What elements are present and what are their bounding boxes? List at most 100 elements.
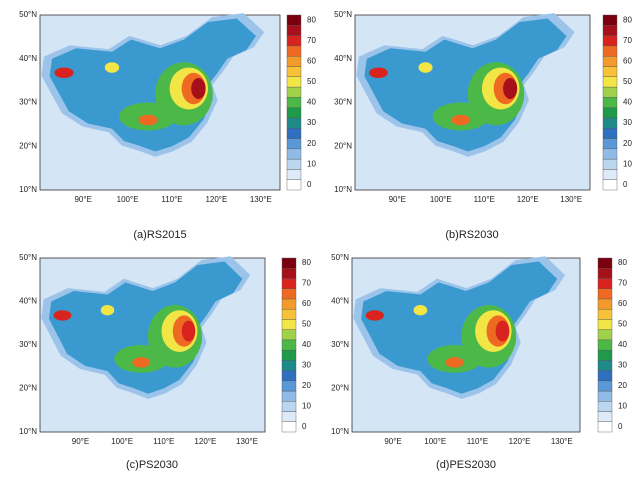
colorbar-swatch — [602, 55, 618, 67]
colorbar-swatch — [286, 179, 302, 191]
lat-label: 10°N — [334, 185, 352, 194]
colorbar-swatch — [281, 268, 297, 279]
colorbar-label: 80 — [618, 258, 627, 267]
colorbar-swatch — [597, 390, 613, 402]
lon-label: 110°E — [153, 437, 174, 446]
colorbar-swatch — [281, 319, 297, 330]
colorbar-label: 30 — [618, 361, 627, 370]
colorbar-swatch — [597, 268, 613, 279]
colorbar-swatch — [597, 308, 613, 320]
map-panel — [39, 13, 302, 191]
lon-label: 120°E — [509, 437, 531, 446]
colorbar-swatch — [602, 35, 618, 47]
map-field — [181, 320, 196, 342]
map-field — [138, 114, 158, 126]
lon-label: 100°E — [430, 195, 452, 204]
colorbar-swatch — [281, 339, 297, 351]
colorbar-label: 20 — [618, 381, 627, 390]
colorbar-swatch — [286, 25, 302, 36]
lon-label: 90°E — [384, 437, 401, 446]
colorbar-swatch — [281, 421, 297, 433]
colorbar-label: 10 — [623, 159, 632, 168]
lon-label: 90°E — [389, 195, 406, 204]
lat-label: 40°N — [19, 54, 37, 63]
colorbar-swatch — [602, 107, 618, 119]
colorbar-swatch — [597, 339, 613, 351]
map-field — [495, 320, 510, 342]
lon-label: 110°E — [467, 437, 488, 446]
colorbar-swatch — [281, 401, 297, 412]
map-field — [100, 304, 115, 316]
colorbar-swatch — [602, 14, 618, 26]
colorbar-label: 60 — [623, 56, 632, 65]
colorbar-label: 60 — [307, 56, 316, 65]
lon-label: 90°E — [72, 437, 89, 446]
map-field — [413, 304, 428, 316]
colorbar-swatch — [602, 128, 618, 139]
colorbar-swatch — [281, 308, 297, 320]
colorbar-swatch — [286, 86, 302, 98]
colorbar-swatch — [597, 319, 613, 330]
map-field — [132, 357, 151, 368]
colorbar-swatch — [286, 14, 302, 26]
lat-label: 20°N — [19, 384, 37, 393]
lon-label: 110°E — [474, 195, 495, 204]
colorbar-swatch — [286, 35, 302, 47]
lat-label: 10°N — [19, 427, 37, 436]
colorbar-swatch — [597, 370, 613, 382]
colorbar-swatch — [597, 349, 613, 361]
colorbar-swatch — [281, 360, 297, 371]
colorbar-swatch — [597, 278, 613, 289]
colorbar-label: 60 — [618, 299, 627, 308]
colorbar-label: 40 — [302, 340, 311, 349]
colorbar-swatch — [281, 298, 297, 310]
colorbar-swatch — [597, 288, 613, 300]
panel-caption: (a)RS2015 — [133, 229, 186, 241]
lon-label: 100°E — [111, 437, 133, 446]
lat-label: 20°N — [331, 384, 349, 393]
colorbar-swatch — [286, 148, 302, 160]
lat-label: 20°N — [19, 141, 37, 150]
colorbar-swatch — [597, 421, 613, 433]
colorbar-label: 0 — [623, 180, 628, 189]
colorbar-label: 40 — [307, 98, 316, 107]
map-field — [54, 67, 74, 78]
colorbar-label: 50 — [307, 77, 316, 86]
map-field — [191, 78, 206, 99]
colorbar-label: 70 — [623, 36, 632, 45]
map-land — [361, 261, 558, 394]
colorbar-swatch — [602, 66, 618, 77]
colorbar-swatch — [281, 278, 297, 289]
lat-label: 30°N — [19, 340, 37, 349]
colorbar-label: 0 — [618, 422, 623, 431]
colorbar-swatch — [602, 158, 618, 170]
lon-label: 130°E — [250, 195, 272, 204]
map-field — [418, 62, 433, 73]
lon-label: 100°E — [424, 437, 446, 446]
colorbar-label: 30 — [302, 361, 311, 370]
lon-label: 130°E — [236, 437, 258, 446]
colorbar-swatch — [286, 55, 302, 67]
map-land — [49, 18, 256, 152]
map-land — [364, 18, 567, 152]
colorbar-swatch — [602, 179, 618, 191]
lon-label: 120°E — [205, 195, 227, 204]
lat-label: 40°N — [331, 297, 349, 306]
map-field — [53, 310, 72, 321]
colorbar-swatch — [281, 349, 297, 361]
colorbar-swatch — [281, 390, 297, 402]
colorbar-swatch — [602, 169, 618, 180]
colorbar-swatch — [281, 380, 297, 392]
lat-label: 20°N — [334, 141, 352, 150]
lat-label: 10°N — [331, 427, 349, 436]
colorbar-swatch — [286, 158, 302, 170]
colorbar-swatch — [286, 107, 302, 119]
colorbar-label: 40 — [623, 98, 632, 107]
lon-label: 90°E — [74, 195, 91, 204]
colorbar-label: 10 — [302, 402, 311, 411]
colorbar-swatch — [286, 138, 302, 150]
colorbar-swatch — [281, 257, 297, 269]
colorbar-swatch — [602, 25, 618, 36]
colorbar-label: 80 — [623, 15, 632, 24]
